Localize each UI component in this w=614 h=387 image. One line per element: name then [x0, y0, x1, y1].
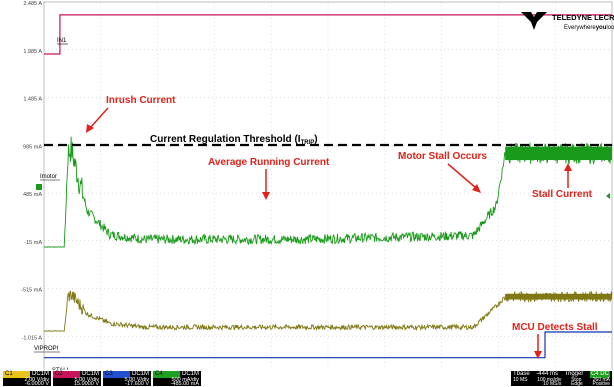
teledyne-lecroy-logo: TELEDYNE LECROY Everywhereyoulook [521, 12, 614, 31]
channel-coupling: DC1M [179, 371, 201, 378]
stall-trace [44, 331, 612, 359]
stall-current-annotation: Stall Current [532, 189, 593, 200]
channel-id: C1 [5, 371, 13, 377]
in1-label-group: IN1 [57, 38, 68, 45]
channel-scale: 5.00 V/div [124, 377, 149, 383]
imotor-label-group: Imotor [40, 174, 60, 181]
channel-id: C4 [155, 371, 163, 377]
vipropi-trace-label: VIPROPI [34, 346, 59, 352]
motor-stall-occurs-annotation: Motor Stall Occurs [398, 151, 487, 162]
c4-ground-marker [36, 184, 42, 190]
timebase-panel[interactable]: Tbase -444 ms Trigger C4 DC 10 MS 100 ms… [511, 371, 612, 387]
channel-c2-box[interactable]: C2 DC1M 5.00 V/div 15.0000 V [53, 371, 101, 387]
channel-offset: 15.0000 V [73, 381, 99, 387]
channel-coupling: DC1M [79, 371, 101, 378]
vipropi-label-group: VIPROPI [34, 346, 60, 353]
channel-offset: -6.0000 V [25, 381, 49, 387]
average-running-current-annotation: Average Running Current [208, 157, 330, 168]
svg-text:TELEDYNE LECROY: TELEDYNE LECROY [552, 13, 614, 22]
mcu-detects-stall-annotation: MCU Detects Stall [512, 322, 598, 333]
annotations: Inrush Current Current Regulation Thresh… [86, 95, 598, 359]
trigger-level-marker [606, 193, 610, 199]
channel-c4-box[interactable]: C4 DC1M 500 mA/div -485.00 mA [153, 371, 201, 387]
channel-scale: 500 mA/div [171, 377, 199, 383]
inrush-current-annotation: Inrush Current [106, 95, 176, 106]
channel-c3-box[interactable]: C3 DC1M 5.00 V/div -17.600 V [103, 371, 151, 387]
channel-c1-box[interactable]: C1 DC1M 2.00 V/div -6.0000 V [3, 371, 51, 387]
y-tick-label: -15 mA [24, 240, 42, 246]
channel-coupling: DC1M [129, 371, 151, 378]
in1-trace-label: IN1 [57, 38, 67, 44]
threshold-annotation: Current Regulation Threshold (ITRIP) [150, 134, 318, 146]
imotor-trace-label: Imotor [40, 174, 57, 180]
channel-id: C3 [105, 371, 113, 377]
in1-trace [44, 14, 612, 55]
svg-text:Everywhereyoulook: Everywhereyoulook [564, 25, 614, 31]
y-tick-label: -515 mA [21, 288, 42, 294]
channel-scale: 2.00 V/div [24, 377, 49, 383]
channel-scale: 5.00 V/div [74, 377, 99, 383]
stall-current-band [505, 146, 612, 161]
y-tick-label: 2.485 A [23, 1, 42, 7]
channel-id: C2 [55, 371, 63, 377]
channel-offset: -485.00 mA [170, 381, 199, 387]
channel-coupling: DC1M [29, 371, 51, 378]
y-tick-label: -1.015 A [22, 335, 43, 341]
y-tick-label: 1.985 A [23, 49, 42, 55]
y-tick-label: 1.485 A [23, 97, 42, 103]
y-tick-label: 485 mA [23, 192, 42, 198]
channel-offset: -17.600 V [125, 381, 149, 387]
logo-mark-icon [521, 12, 547, 30]
waveform-traces [43, 14, 613, 359]
y-tick-label: 985 mA [23, 144, 42, 150]
imotor-trace [43, 136, 613, 248]
vipropi-stall-band [505, 293, 612, 300]
